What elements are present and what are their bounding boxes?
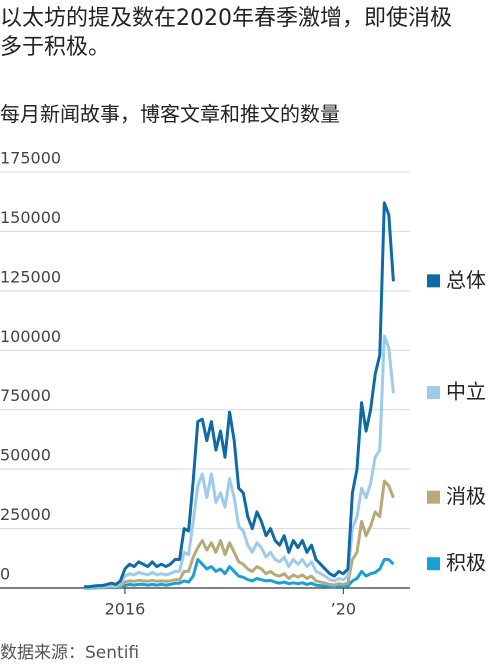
legend-swatch (427, 386, 440, 400)
legend-label: 总体 (446, 268, 486, 292)
y-tick-label: 0 (0, 565, 10, 584)
legend-swatch (427, 557, 440, 571)
y-tick-label: 75000 (0, 386, 51, 405)
y-tick-label: 100000 (0, 327, 61, 346)
legend-label: 中立 (446, 380, 486, 404)
x-tick-label: 2016 (105, 600, 146, 619)
series-line (84, 479, 395, 589)
chart-subtitle: 每月新闻故事，博客文章和推文的数量 (0, 102, 340, 126)
series-line (84, 334, 395, 589)
y-tick-label: 175000 (0, 149, 61, 168)
series-line (84, 201, 395, 589)
chart: 0 25000 50000 75000 100000 125000 150000 175000… (0, 149, 486, 619)
legend-label: 积极 (446, 551, 486, 575)
source-note: 数据来源：Sentifi (0, 643, 140, 663)
legend-label: 消极 (446, 484, 486, 508)
x-tick-label: ’20 (331, 600, 356, 619)
legend-swatch (427, 490, 440, 504)
y-tick-label: 125000 (0, 267, 61, 286)
chart-title: 以太坊的提及数在2020年春季激增，即使消极多于积极。 (0, 6, 452, 60)
series-line (84, 558, 395, 590)
y-tick-label: 50000 (0, 446, 51, 465)
y-tick-label: 25000 (0, 505, 51, 524)
y-tick-label: 150000 (0, 208, 61, 227)
legend-swatch (427, 274, 440, 288)
